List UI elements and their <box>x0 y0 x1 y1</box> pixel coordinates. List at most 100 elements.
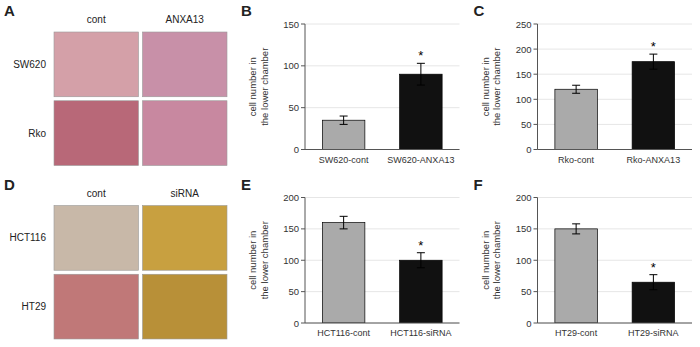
tick-mark <box>534 49 538 50</box>
x-axis <box>305 149 460 150</box>
tick-mark <box>301 228 305 229</box>
page: {"chart_data": [ {"type": "image_grid", … <box>0 0 700 347</box>
row-label: HT29 <box>22 301 47 312</box>
error-bar-stem <box>576 224 577 234</box>
axis-label-line: cell number in <box>247 57 258 116</box>
bar <box>322 223 364 323</box>
tick-label: 200 <box>516 44 532 55</box>
error-bar <box>340 116 348 124</box>
image-cell <box>54 101 139 166</box>
axis-label: cell number inthe lower chamber <box>480 48 503 126</box>
grid-line <box>305 24 460 25</box>
bar <box>555 229 597 323</box>
y-axis <box>537 198 538 324</box>
grid-line <box>538 323 693 324</box>
error-bar-cap <box>572 223 580 224</box>
category-label: HT29-siRNA <box>628 328 679 338</box>
tick-mark <box>301 197 305 198</box>
tick-mark <box>534 323 538 324</box>
tick-label: 150 <box>283 19 299 30</box>
tick-label: 150 <box>516 69 532 80</box>
image-cell <box>143 206 228 271</box>
error-bar <box>649 275 657 290</box>
grid-line <box>305 65 460 66</box>
error-bar-stem <box>343 216 344 229</box>
y-axis <box>305 198 306 324</box>
image-cell <box>143 274 228 339</box>
image-cell <box>54 274 139 339</box>
tick-label: 150 <box>283 223 299 234</box>
grid-line <box>538 197 693 198</box>
error-bar-cap <box>649 69 657 70</box>
axis-label-line: cell number in <box>480 231 491 290</box>
grid-line <box>305 149 460 150</box>
bar <box>400 74 442 149</box>
error-bar-stem <box>420 253 421 268</box>
axis-label-line: cell number in <box>480 57 491 116</box>
column-label: siRNA <box>171 188 200 199</box>
error-bar-cap <box>340 228 348 229</box>
y-axis <box>305 24 306 150</box>
error-bar <box>572 85 580 93</box>
tick-label: 150 <box>516 223 532 234</box>
grid-line <box>538 24 693 25</box>
annotation: * <box>651 39 656 54</box>
panel-label: D <box>4 176 15 193</box>
error-bar-cap <box>417 85 425 86</box>
axis-label: cell number inthe lower chamber <box>247 221 270 299</box>
category-label: SW620-ANXA13 <box>387 155 454 165</box>
bar <box>632 62 674 150</box>
column-label: ANXA13 <box>166 14 205 25</box>
category-label: Rko-ANXA13 <box>627 155 681 165</box>
image-cell <box>143 101 228 166</box>
grid-line <box>305 323 460 324</box>
axis-label-line: cell number in <box>247 231 258 290</box>
tick-label: 100 <box>283 255 299 266</box>
error-bar-cap <box>417 267 425 268</box>
tick-mark <box>534 291 538 292</box>
bar <box>322 120 364 149</box>
figure: AcontANXA13SW620RkoBcell number inthe lo… <box>0 0 700 347</box>
error-bar-stem <box>343 116 344 124</box>
panel-label: A <box>4 2 15 19</box>
tick-mark <box>301 323 305 324</box>
error-bar <box>417 63 425 85</box>
category-label: Rko-cont <box>558 155 595 165</box>
bar-panel: Bcell number inthe lower chamber05010015… <box>241 2 460 165</box>
error-bar-stem <box>653 54 654 69</box>
tick-label: 0 <box>294 144 299 155</box>
error-bar-cap <box>572 85 580 86</box>
error-bar-stem <box>420 63 421 85</box>
image-panel: AcontANXA13SW620Rko <box>4 2 227 166</box>
tick-label: 100 <box>283 60 299 71</box>
axis-label: cell number inthe lower chamber <box>247 48 270 126</box>
annotation: * <box>651 260 656 275</box>
axis-label-line: the lower chamber <box>491 221 502 299</box>
row-label: HCT116 <box>10 232 47 243</box>
category-label: HCT116-siRNA <box>390 328 451 338</box>
category-label: HT29-cont <box>555 328 598 338</box>
tick-label: 50 <box>288 286 299 297</box>
bar-panel: Fcell number inthe lower chamber05010015… <box>474 176 693 339</box>
tick-mark <box>534 149 538 150</box>
image-panel: DcontsiRNAHCT116HT29 <box>4 176 227 340</box>
x-axis <box>538 149 693 150</box>
tick-mark <box>534 124 538 125</box>
tick-mark <box>301 291 305 292</box>
panel-label: E <box>241 176 251 193</box>
plot-area <box>555 224 675 323</box>
tick-label: 50 <box>288 102 299 113</box>
row-label: SW620 <box>13 59 46 70</box>
grid-line <box>538 49 693 50</box>
bar-panel: Ecell number inthe lower chamber05010015… <box>241 176 460 339</box>
category-label: SW620-cont <box>319 155 369 165</box>
image-cell <box>54 32 139 97</box>
image-cell <box>143 32 228 97</box>
tick-mark <box>301 260 305 261</box>
tick-mark <box>534 99 538 100</box>
error-bar <box>649 54 657 69</box>
tick-label: 200 <box>516 192 532 203</box>
axis-label-line: the lower chamber <box>259 48 270 126</box>
panel-label: F <box>474 176 483 193</box>
error-bar-cap <box>572 233 580 234</box>
